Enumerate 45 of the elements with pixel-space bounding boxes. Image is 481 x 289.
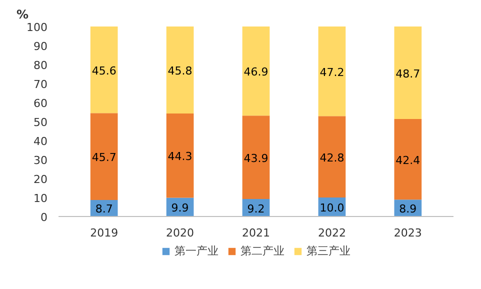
- data-label: 9.2: [247, 202, 265, 216]
- bar: [166, 26, 194, 114]
- data-label: 46.9: [244, 66, 268, 79]
- y-tick-label: 10: [34, 192, 48, 205]
- bar: [318, 26, 346, 116]
- bar: [318, 116, 346, 198]
- bar: [242, 26, 270, 116]
- x-tick-label: 2021: [242, 226, 270, 240]
- data-label: 44.3: [168, 150, 192, 164]
- y-tick-label: 50: [34, 116, 48, 129]
- bar: [166, 114, 194, 198]
- y-tick-label: 60: [34, 97, 48, 110]
- data-label: 10.0: [320, 202, 344, 214]
- bar: [90, 113, 118, 200]
- x-tick-label: 2022: [318, 226, 346, 240]
- bar: [394, 119, 422, 200]
- data-label: 45.7: [92, 151, 116, 164]
- data-label: 45.6: [92, 64, 116, 78]
- data-label: 48.7: [396, 67, 420, 80]
- legend-label: 第三产业: [306, 244, 350, 258]
- bar: [90, 26, 118, 114]
- y-tick-label: 0: [40, 211, 48, 224]
- x-tick-label: 2019: [90, 226, 118, 240]
- data-label: 43.9: [244, 152, 268, 165]
- y-tick-label: 40: [34, 135, 48, 148]
- y-tick-label: 90: [34, 40, 48, 53]
- bar: [394, 26, 422, 120]
- data-label: 9.9: [171, 202, 189, 215]
- bar: [242, 116, 270, 200]
- y-tick-label: 70: [34, 78, 48, 91]
- legend-label: 第一产业: [174, 244, 218, 258]
- data-label: 8.7: [95, 202, 113, 216]
- data-label: 42.4: [396, 154, 420, 167]
- x-tick-label: 2023: [394, 226, 422, 240]
- legend-label: 第二产业: [240, 244, 284, 258]
- y-tick-label: 80: [34, 59, 48, 72]
- y-tick-label: 20: [34, 173, 48, 186]
- y-axis-title: %: [16, 8, 29, 22]
- x-tick-label: 2020: [166, 226, 194, 240]
- data-label: 8.9: [399, 202, 417, 216]
- data-label: 42.8: [320, 151, 344, 164]
- y-tick-label: 100: [26, 21, 48, 34]
- data-label: 45.8: [168, 64, 192, 78]
- y-tick-label: 30: [34, 154, 48, 167]
- data-label: 47.2: [320, 66, 344, 79]
